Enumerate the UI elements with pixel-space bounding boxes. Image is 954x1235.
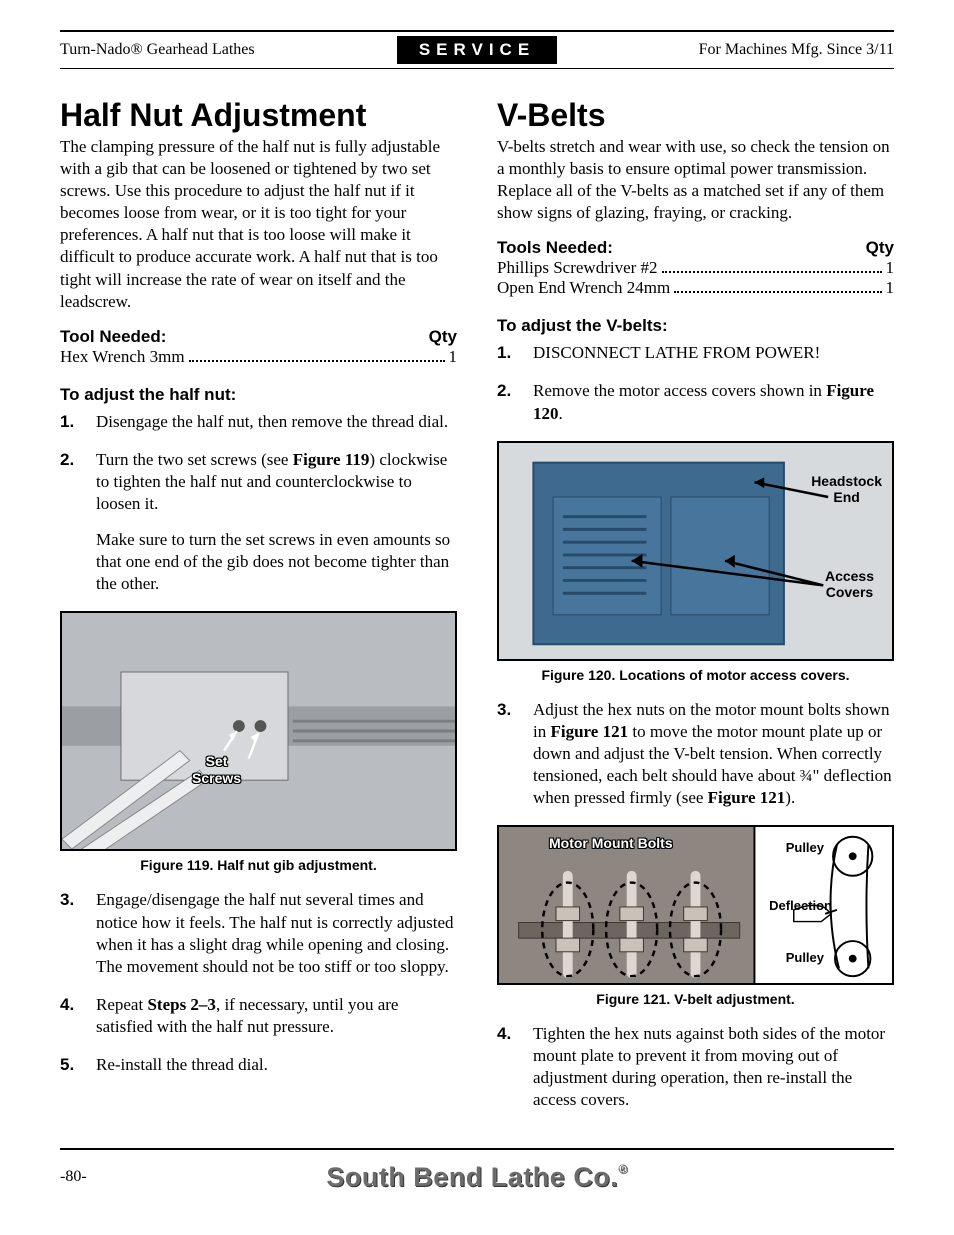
tool-line: Hex Wrench 3mm 1 [60, 347, 457, 367]
header-left: Turn-Nado® Gearhead Lathes [60, 41, 397, 59]
tools-label: Tool Needed: [60, 327, 166, 347]
tool-line: Phillips Screwdriver #2 1 [497, 258, 894, 278]
brand-footer: South Bend Lathe Co.® [120, 1162, 834, 1193]
tools-header-right: Tools Needed: Qty [497, 238, 894, 258]
callout-pulley-top: Pulley [786, 841, 824, 856]
page-footer: -80- South Bend Lathe Co.® [60, 1162, 894, 1193]
tools-qty-label: Qty [866, 238, 894, 258]
step-item: 1.Disengage the half nut, then remove th… [60, 411, 457, 433]
section-title-vbelts: V-Belts [497, 97, 894, 134]
step-item: 4.Repeat Steps 2–3, if necessary, until … [60, 994, 457, 1038]
figure-119: SetScrews [60, 611, 457, 851]
intro-half-nut: The clamping pressure of the half nut is… [60, 136, 457, 313]
callout-pulley-bottom: Pulley [786, 951, 824, 966]
tools-header-left: Tool Needed: Qty [60, 327, 457, 347]
intro-vbelts: V-belts stretch and wear with use, so ch… [497, 136, 894, 224]
section-title-half-nut: Half Nut Adjustment [60, 97, 457, 134]
step-item: 5.Re-install the thread dial. [60, 1054, 457, 1076]
figure-121: Motor Mount Bolts Pulley Deflection Pull… [497, 825, 894, 985]
left-column: Half Nut Adjustment The clamping pressur… [60, 97, 457, 1128]
procedure-head-right: To adjust the V-belts: [497, 316, 894, 336]
callout-access-covers: AccessCovers [825, 568, 874, 600]
callout-deflection: Deflection [769, 899, 832, 914]
page-number: -80- [60, 1168, 120, 1186]
right-column: V-Belts V-belts stretch and wear with us… [497, 97, 894, 1128]
callout-motor-mount-bolts: Motor Mount Bolts [549, 835, 673, 851]
header-center-badge: SERVICE [397, 36, 557, 64]
callout-headstock-end: HeadstockEnd [811, 473, 882, 505]
step-item: 2.Turn the two set screws (see Figure 11… [60, 449, 457, 596]
figure-119-caption: Figure 119. Half nut gib adjustment. [60, 857, 457, 873]
step-item: 2.Remove the motor access covers shown i… [497, 380, 894, 424]
figure-121-caption: Figure 121. V-belt adjustment. [497, 991, 894, 1007]
header-right: For Machines Mfg. Since 3/11 [557, 41, 894, 59]
tool-line: Open End Wrench 24mm 1 [497, 278, 894, 298]
page-header: Turn-Nado® Gearhead Lathes SERVICE For M… [60, 32, 894, 68]
tools-label: Tools Needed: [497, 238, 613, 258]
step-item: 1.DISCONNECT LATHE FROM POWER! [497, 342, 894, 364]
tools-qty-label: Qty [429, 327, 457, 347]
callout-set-screws: SetScrews [192, 753, 241, 785]
step-item: 3.Adjust the hex nuts on the motor mount… [497, 699, 894, 809]
procedure-head-left: To adjust the half nut: [60, 385, 457, 405]
step-item: 3.Engage/disengage the half nut several … [60, 889, 457, 977]
figure-120: HeadstockEnd AccessCovers [497, 441, 894, 661]
figure-120-caption: Figure 120. Locations of motor access co… [497, 667, 894, 683]
step-item: 4.Tighten the hex nuts against both side… [497, 1023, 894, 1111]
